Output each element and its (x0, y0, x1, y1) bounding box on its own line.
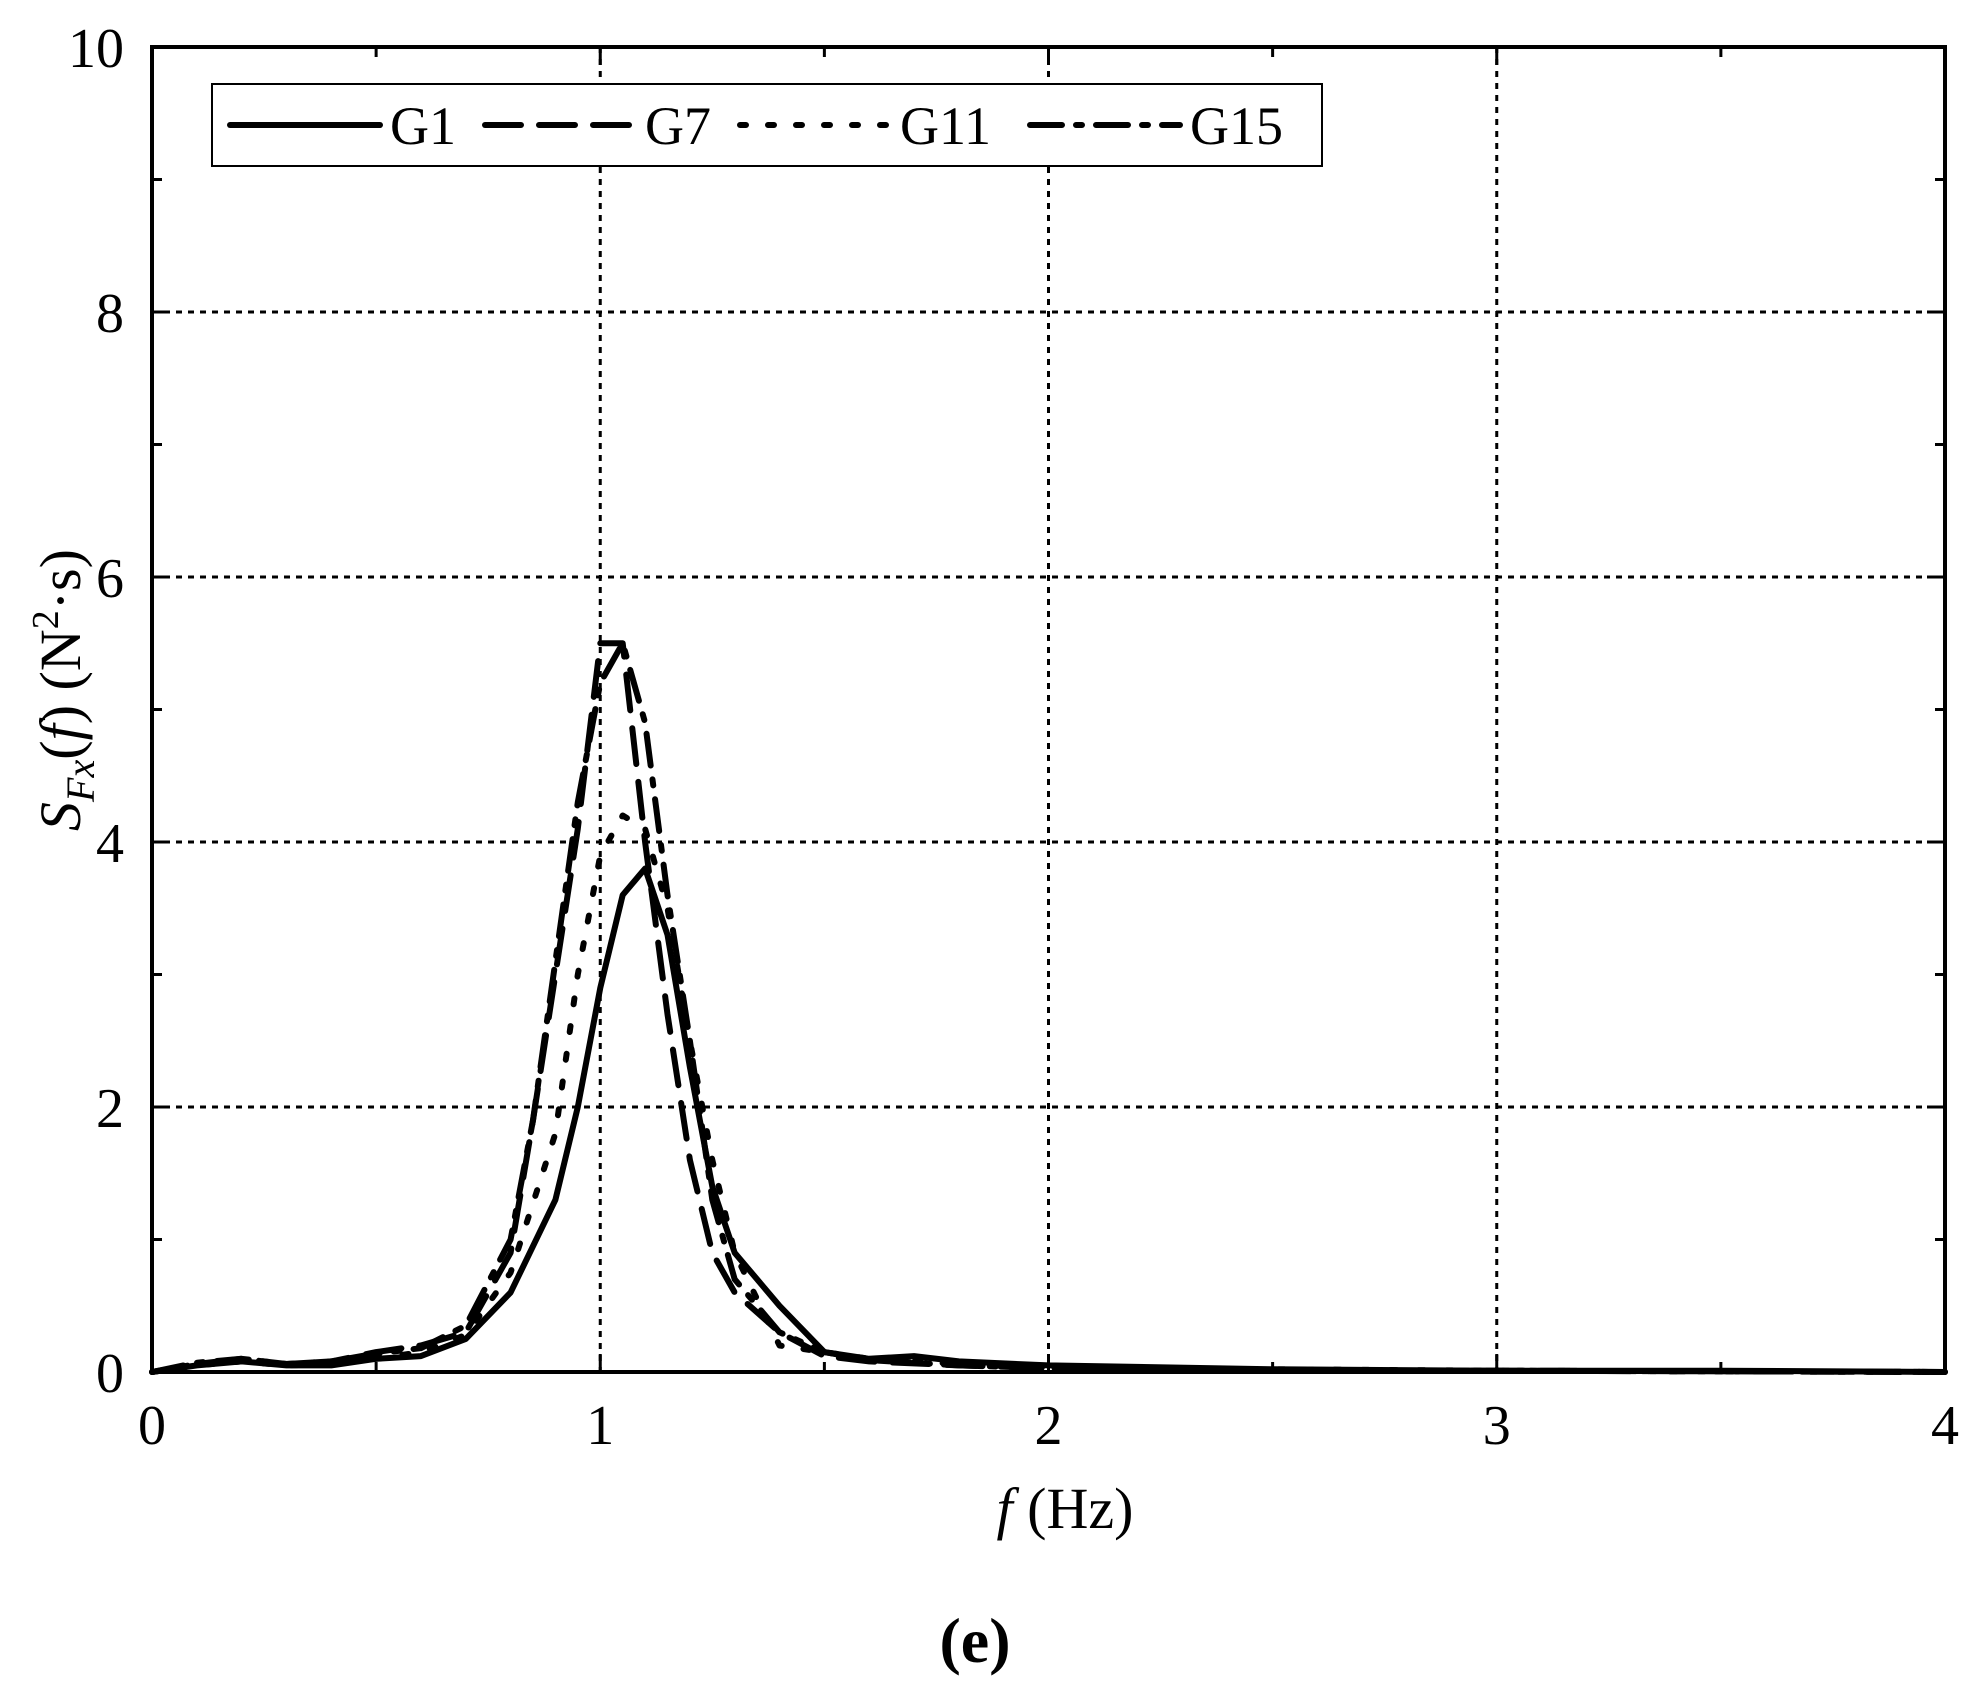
y-axis-label: SFx(f) (N2·s) (25, 549, 103, 831)
legend-label-g11: G11 (900, 96, 991, 156)
legend-label-g15: G15 (1190, 96, 1283, 156)
legend-label-g1: G1 (390, 96, 456, 156)
y-axis-label-unit-suffix: ·s) (28, 549, 93, 610)
y-axis-label-symbol: S (28, 802, 93, 831)
panel-label: (e) (939, 1605, 1010, 1676)
legend: G1 G7 G11 G15 (211, 83, 1323, 167)
series-line-g15 (149, 640, 1948, 1375)
series-layer (149, 640, 1948, 1375)
x-tick-label: 0 (138, 1395, 166, 1457)
x-tick-label: 2 (1035, 1395, 1063, 1457)
y-axis-label-unit-prefix: (N (28, 629, 93, 705)
y-tick-label: 10 (68, 18, 124, 80)
legend-items: G1 G7 G11 G15 (227, 96, 1283, 156)
tick-labels: 0 1 2 3 4 0 2 4 6 8 10 (68, 18, 1959, 1457)
x-axis-label-unit: (Hz) (1013, 1476, 1134, 1541)
plot-frame (150, 45, 1947, 1374)
y-tick-label: 4 (96, 813, 124, 875)
grid-layer (152, 47, 1945, 1372)
x-axis-label: f (Hz) (997, 1476, 1134, 1541)
y-axis-label-close: ) (28, 705, 93, 724)
legend-label-g7: G7 (645, 96, 711, 156)
y-tick-label: 8 (96, 283, 124, 345)
y-tick-label: 6 (96, 548, 124, 610)
x-tick-label: 4 (1931, 1395, 1959, 1457)
y-axis-label-unit-sup: 2 (25, 610, 67, 629)
x-tick-label: 3 (1483, 1395, 1511, 1457)
y-tick-label: 0 (96, 1343, 124, 1405)
y-tick-label: 2 (96, 1078, 124, 1140)
x-tick-label: 1 (586, 1395, 614, 1457)
y-axis-label-subscript: Fx (58, 760, 103, 803)
y-axis-label-open: ( (28, 740, 93, 759)
